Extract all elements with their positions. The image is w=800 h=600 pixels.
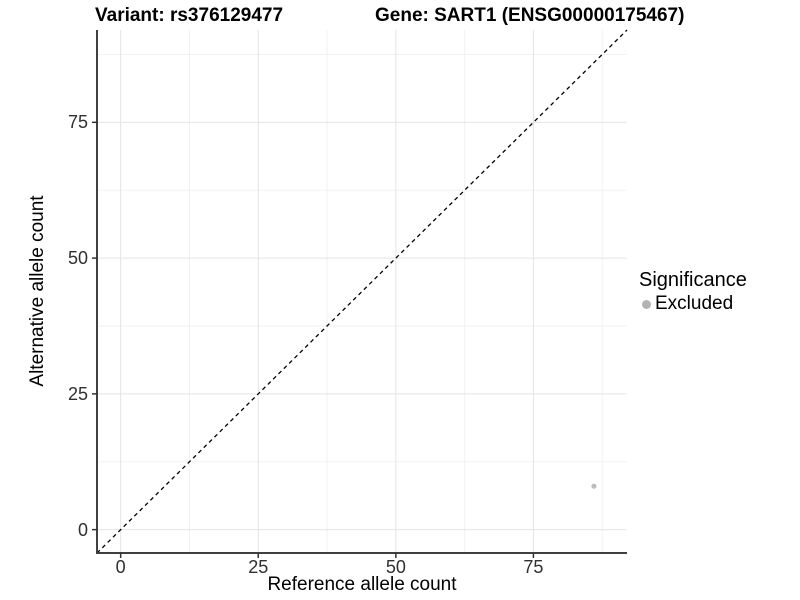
y-tick-label: 50: [67, 248, 88, 269]
x-axis-title: Reference allele count: [267, 574, 457, 595]
legend-item-label: Excluded: [655, 293, 734, 314]
legend-title: Significance: [639, 269, 747, 291]
data-point: [591, 483, 597, 489]
y-tick-label: 25: [67, 383, 88, 404]
y-tick-label: 75: [67, 112, 88, 133]
gene-title: Gene: SART1 (ENSG00000175467): [375, 5, 685, 26]
identity-dashed-line: [96, 29, 628, 554]
legend-item-excluded: Excluded: [642, 293, 747, 315]
x-tick-label: 0: [115, 557, 126, 577]
legend: Significance Excluded: [639, 268, 747, 315]
y-axis-title: Alternative allele count: [27, 195, 48, 387]
excluded-point-icon: [642, 299, 651, 309]
x-tick-label: 75: [523, 557, 544, 577]
y-tick-label: 0: [77, 519, 88, 540]
variant-title: Variant: rs376129477: [95, 5, 284, 26]
x-tick-label: 50: [385, 557, 406, 577]
x-tick-label: 25: [248, 557, 269, 577]
